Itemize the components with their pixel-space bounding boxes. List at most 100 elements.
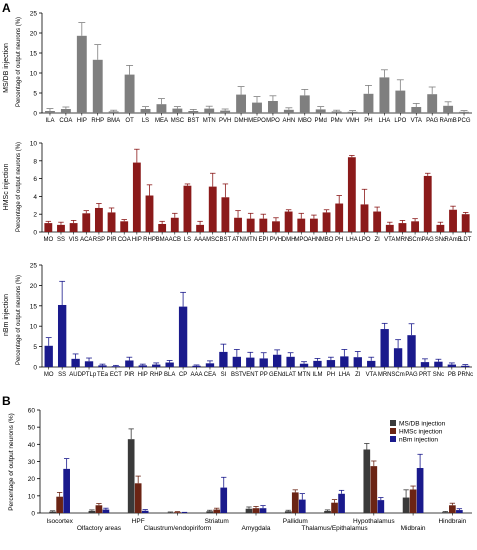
bar-ph [326, 360, 336, 367]
x-tick-label: PAG [422, 237, 435, 243]
y-tick-label: 15 [30, 303, 38, 310]
bar-ldt [461, 214, 470, 232]
bar-tea [98, 365, 107, 367]
bar-coa [60, 109, 71, 113]
x-tick-label: RSP [93, 237, 105, 243]
bar-nbm [220, 487, 228, 513]
bar-prt [420, 362, 430, 367]
bar-scm [411, 221, 420, 232]
x-tick-label: BLA [164, 372, 175, 378]
bar-hmsc [134, 483, 142, 513]
x-tick-label: LS [184, 237, 191, 243]
x-tick-label: Pallidum [283, 518, 308, 525]
x-tick-label: LPO [394, 118, 406, 124]
x-tick-label: EPI [258, 237, 268, 243]
bar-dmh [284, 211, 293, 232]
bar-ila [45, 111, 55, 113]
x-tick-label: BMA [107, 118, 120, 124]
bar-ahn [309, 218, 318, 232]
x-tick-label: Thalamus/Epithalamus [301, 525, 368, 532]
x-tick-label: CEA [204, 372, 216, 378]
bar-mea [156, 104, 167, 113]
x-tick-label: MPO [266, 118, 280, 124]
row-label: nBm injection [3, 294, 10, 336]
x-tick-label: SNc [435, 237, 446, 243]
x-tick-label: HIP [77, 118, 87, 124]
bar-ms-db [49, 511, 56, 513]
x-tick-label: PH [364, 118, 372, 124]
bar-snc [434, 361, 443, 367]
x-tick-label: VMH [346, 118, 359, 124]
bar-ph [363, 93, 374, 113]
bar-cea [205, 363, 215, 367]
x-tick-label: PP [260, 372, 268, 378]
bar-hmsc [409, 489, 417, 513]
x-tick-label: RAmB [439, 118, 456, 124]
x-tick-label: LAT [285, 372, 296, 378]
bar-nbm [259, 508, 267, 513]
x-tick-label: PVH [270, 237, 282, 243]
bar-hmsc [174, 512, 181, 513]
x-tick-label: COA [118, 237, 131, 243]
x-tick-label: MO [43, 237, 53, 243]
legend-label: nBm injection [399, 437, 438, 444]
bar-scm [393, 348, 403, 367]
bar-pvh [272, 221, 280, 232]
bar-pag [427, 94, 438, 113]
x-tick-label: SCm [408, 237, 421, 243]
y-tick-label: 10 [30, 141, 38, 148]
bar-ss [57, 224, 65, 232]
y-tick-label: 30 [28, 459, 36, 466]
bar-rsp [94, 207, 103, 232]
bar-vis [69, 223, 78, 232]
panel-label-a: A [2, 1, 11, 15]
bar-lpo [395, 90, 406, 113]
x-tick-label: PAG [405, 372, 418, 378]
bar-lha [379, 77, 390, 113]
x-tick-label: LHA [379, 118, 391, 124]
bar-ilm [313, 360, 322, 367]
y-axis-label: Percentage of output neurons (%) [16, 142, 22, 232]
x-tick-label: ILM [312, 372, 322, 378]
row-label: MS/DB injection [3, 43, 10, 93]
x-tick-label: ACA [80, 237, 92, 243]
bar-epi [259, 218, 268, 232]
x-tick-label: HIP [138, 372, 148, 378]
y-tick-label: 4 [33, 194, 37, 201]
y-tick-label: 2 [33, 212, 37, 219]
x-tick-label: LHA [346, 237, 358, 243]
bar-mo [44, 345, 53, 367]
x-tick-label: LPO [358, 237, 370, 243]
x-tick-label: PMv [331, 118, 343, 124]
y-tick-label: 10 [30, 71, 38, 78]
bar-vta [411, 107, 422, 113]
bar-nbm [416, 468, 424, 513]
x-tick-label: OT [125, 118, 134, 124]
bar-hmsc [252, 508, 260, 513]
bar-pcg [459, 111, 469, 113]
x-tick-label: PB [448, 372, 456, 378]
bar-ms-db [363, 449, 371, 513]
x-tick-label: MTN [244, 237, 257, 243]
x-tick-label: RHP [91, 118, 104, 124]
bar-hmsc [56, 496, 63, 513]
x-tick-label: Midbrain [401, 525, 426, 532]
bar-nbm [377, 500, 385, 513]
x-tick-label: VTA [366, 372, 377, 378]
y-axis-label: Percentage of output neurons (%) [16, 17, 22, 107]
x-tick-label: ACB [169, 237, 181, 243]
x-tick-label: Isocortex [46, 518, 73, 525]
bar-ms-db [324, 510, 331, 513]
y-tick-label: 25 [30, 263, 38, 270]
bar-hip [76, 35, 87, 113]
bar-aud [71, 358, 80, 367]
x-tick-label: COA [59, 118, 72, 124]
bar-acb [170, 217, 179, 232]
bar-ms-db [245, 508, 253, 513]
x-tick-label: PAG [426, 118, 439, 124]
x-tick-label: MRN [396, 237, 410, 243]
x-tick-label: LDT [460, 237, 472, 243]
x-tick-label: HIP [132, 237, 142, 243]
x-tick-label: MTN [298, 372, 311, 378]
